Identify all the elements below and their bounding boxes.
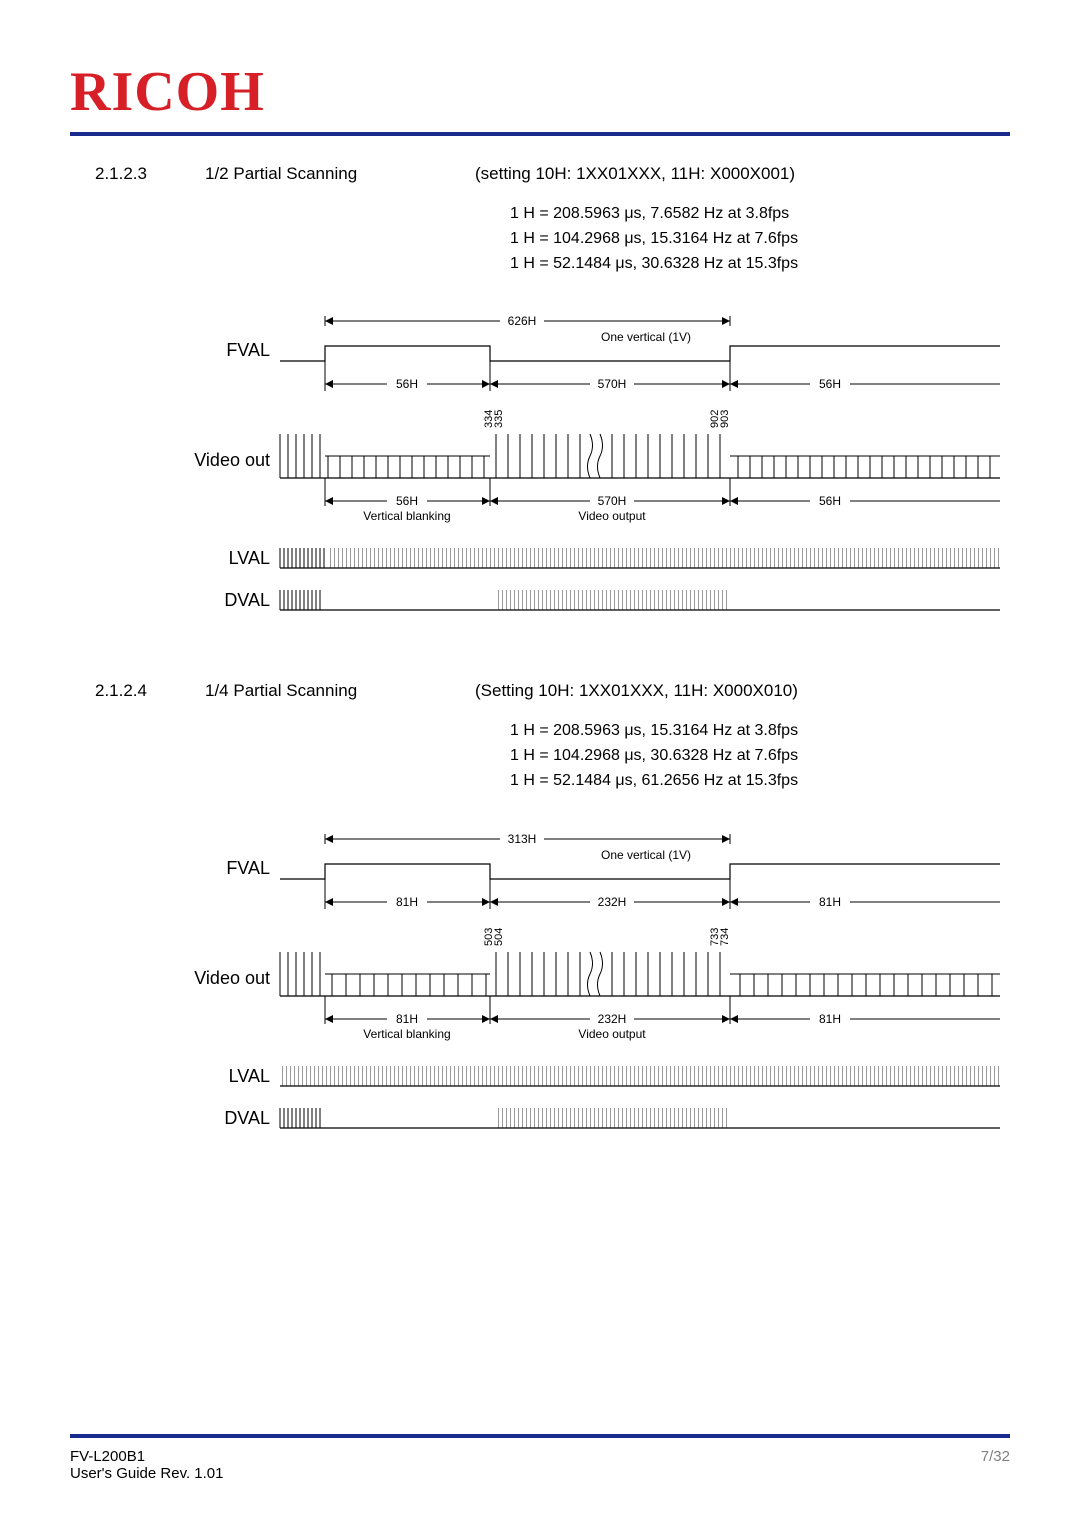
timing-diagram: FVAL 313H One vertical (1V) 81H 232H 81H bbox=[170, 824, 1000, 1149]
svg-text:232H: 232H bbox=[598, 895, 627, 909]
svg-text:One vertical (1V): One vertical (1V) bbox=[601, 848, 691, 862]
timing-line: 1 H = 208.5963 μs, 15.3164 Hz at 3.8fps bbox=[510, 719, 1010, 744]
svg-text:903: 903 bbox=[719, 410, 731, 428]
svg-text:Video out: Video out bbox=[194, 968, 270, 988]
timing-line: 1 H = 208.5963 μs, 7.6582 Hz at 3.8fps bbox=[510, 202, 1010, 227]
svg-text:81H: 81H bbox=[819, 1012, 841, 1026]
timing-line: 1 H = 52.1484 μs, 61.2656 Hz at 15.3fps bbox=[510, 769, 1010, 794]
page-number: 7/32 bbox=[981, 1448, 1010, 1482]
svg-text:570H: 570H bbox=[598, 377, 627, 391]
svg-text:Video out: Video out bbox=[194, 450, 270, 470]
svg-text:Vertical blanking: Vertical blanking bbox=[363, 1027, 450, 1041]
footer-rule bbox=[70, 1434, 1010, 1438]
svg-text:DVAL: DVAL bbox=[224, 590, 270, 610]
svg-text:232H: 232H bbox=[598, 1012, 627, 1026]
brand-logo: RICOH bbox=[70, 60, 1010, 124]
svg-text:Vertical blanking: Vertical blanking bbox=[363, 509, 450, 523]
svg-text:734: 734 bbox=[719, 927, 731, 945]
svg-text:81H: 81H bbox=[819, 895, 841, 909]
svg-text:504: 504 bbox=[493, 927, 505, 945]
svg-text:One vertical (1V): One vertical (1V) bbox=[601, 330, 691, 344]
section-header: 2.1.2.4 1/4 Partial Scanning (Setting 10… bbox=[95, 681, 1010, 701]
guide-rev: User's Guide Rev. 1.01 bbox=[70, 1465, 224, 1482]
svg-text:DVAL: DVAL bbox=[224, 1108, 270, 1128]
section-title: 1/4 Partial Scanning bbox=[205, 681, 475, 701]
section-number: 2.1.2.3 bbox=[95, 164, 205, 184]
svg-text:81H: 81H bbox=[396, 1012, 418, 1026]
svg-text:335: 335 bbox=[493, 410, 505, 428]
svg-text:LVAL: LVAL bbox=[229, 548, 270, 568]
timing-diagram: FVAL 626H One vertical (1V) 56H 56H bbox=[170, 306, 1000, 631]
svg-text:56H: 56H bbox=[819, 494, 841, 508]
section-setting: (setting 10H: 1XX01XXX, 11H: X000X001) bbox=[475, 164, 1010, 184]
timing-line: 1 H = 52.1484 μs, 30.6328 Hz at 15.3fps bbox=[510, 252, 1010, 277]
section-number: 2.1.2.4 bbox=[95, 681, 205, 701]
timing-line: 1 H = 104.2968 μs, 15.3164 Hz at 7.6fps bbox=[510, 227, 1010, 252]
footer-left: FV-L200B1 User's Guide Rev. 1.01 bbox=[70, 1448, 224, 1482]
timing-list: 1 H = 208.5963 μs, 7.6582 Hz at 3.8fps 1… bbox=[510, 202, 1010, 276]
svg-text:626H: 626H bbox=[508, 314, 537, 328]
svg-text:56H: 56H bbox=[396, 377, 418, 391]
model-name: FV-L200B1 bbox=[70, 1448, 224, 1465]
svg-text:56H: 56H bbox=[396, 494, 418, 508]
timing-line: 1 H = 104.2968 μs, 30.6328 Hz at 7.6fps bbox=[510, 744, 1010, 769]
svg-text:Video output: Video output bbox=[578, 509, 646, 523]
svg-text:56H: 56H bbox=[819, 377, 841, 391]
section-title: 1/2 Partial Scanning bbox=[205, 164, 475, 184]
svg-text:LVAL: LVAL bbox=[229, 1066, 270, 1086]
section-setting: (Setting 10H: 1XX01XXX, 11H: X000X010) bbox=[475, 681, 1010, 701]
section-header: 2.1.2.3 1/2 Partial Scanning (setting 10… bbox=[95, 164, 1010, 184]
svg-text:570H: 570H bbox=[598, 494, 627, 508]
timing-list: 1 H = 208.5963 μs, 15.3164 Hz at 3.8fps … bbox=[510, 719, 1010, 793]
header-rule bbox=[70, 132, 1010, 136]
svg-text:313H: 313H bbox=[508, 832, 537, 846]
svg-text:FVAL: FVAL bbox=[226, 858, 270, 878]
svg-text:81H: 81H bbox=[396, 895, 418, 909]
svg-text:Video output: Video output bbox=[578, 1027, 646, 1041]
svg-text:FVAL: FVAL bbox=[226, 340, 270, 360]
